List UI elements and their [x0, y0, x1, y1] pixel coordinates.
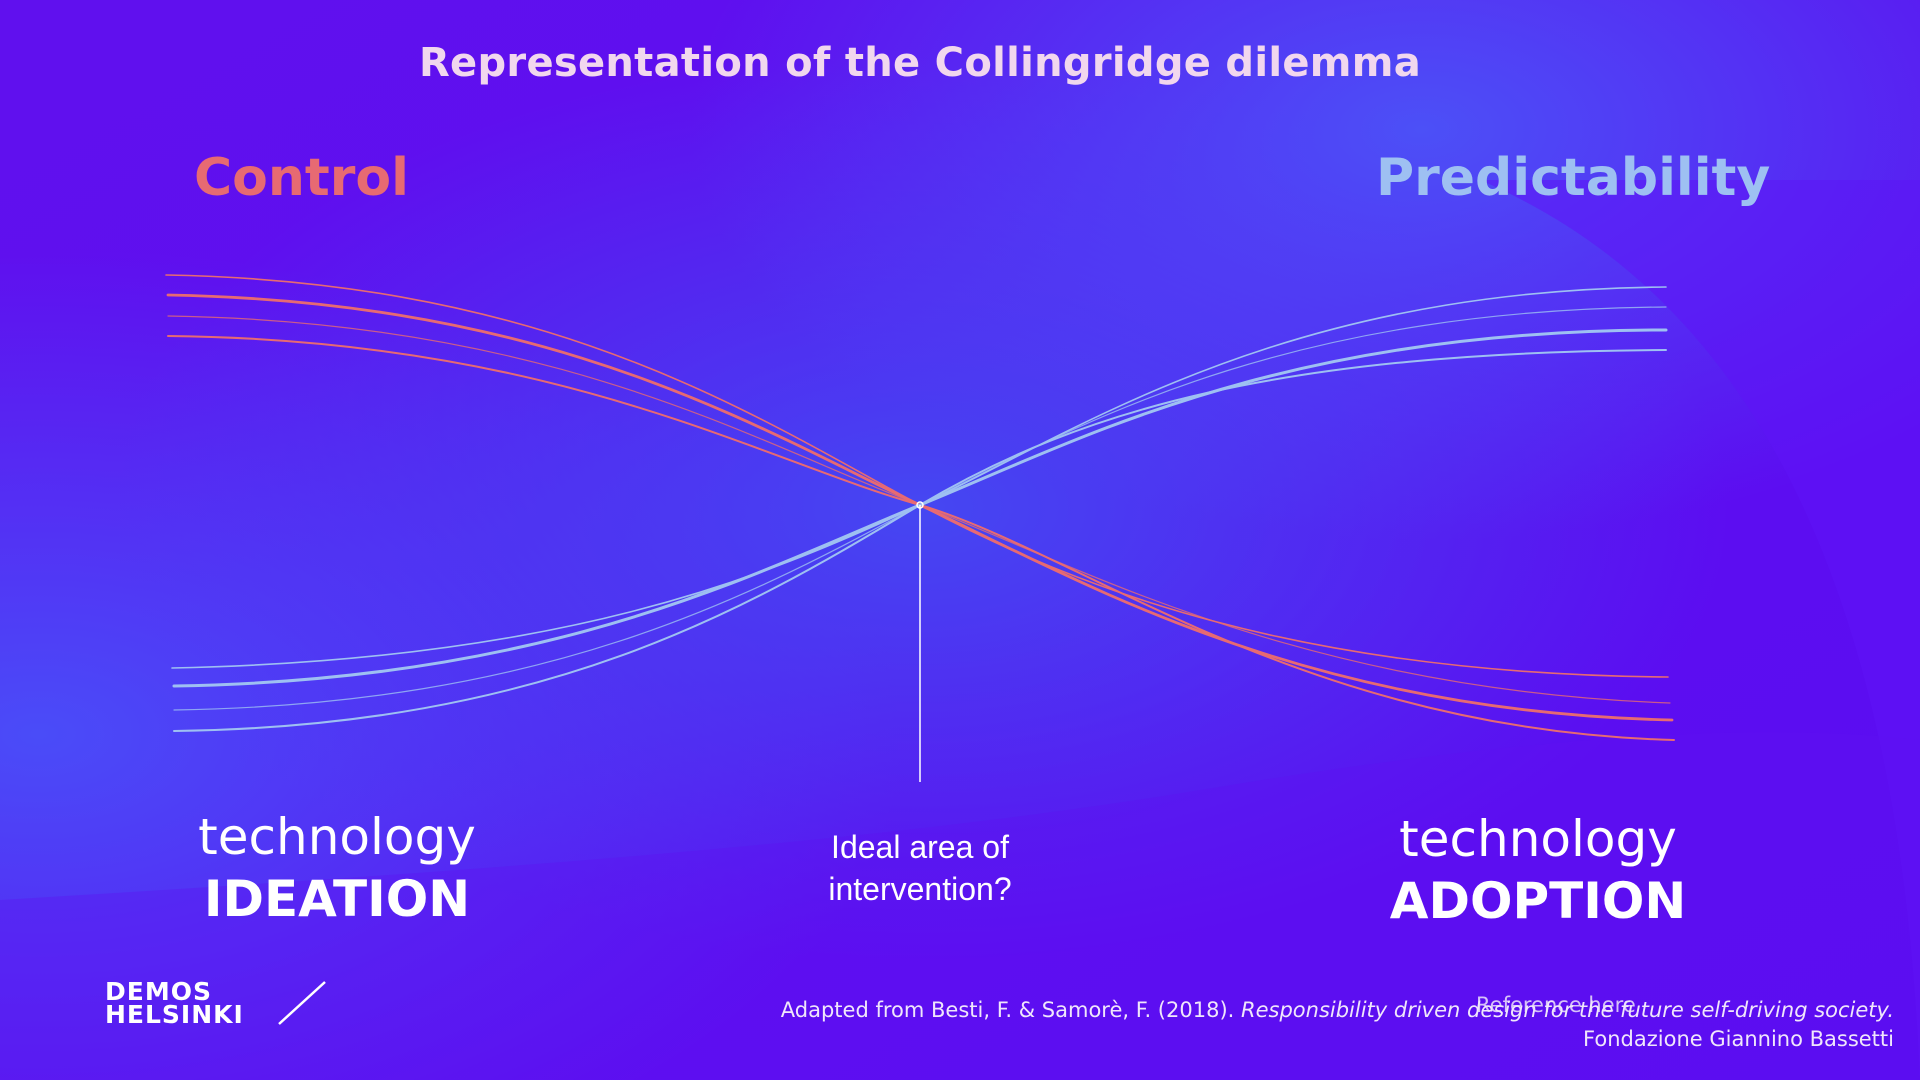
citation-line1: Adapted from Besti, F. & Samorè, F. (201…	[781, 996, 1894, 1025]
slide-title: Representation of the Collingridge dilem…	[418, 40, 1422, 86]
intersection-point	[916, 501, 924, 509]
stage-ideation-line1: technology	[198, 808, 476, 866]
logo-slash-icon	[278, 981, 326, 1025]
control-curve-1	[165, 274, 1669, 678]
demos-helsinki-logo: DEMOS HELSINKI	[105, 977, 335, 1030]
intervention-label-line1: Ideal area of	[831, 829, 1009, 865]
control-curve-3	[167, 315, 1671, 704]
citation-line2: Fondazione Giannino Bassetti	[1583, 1027, 1894, 1051]
intervention-label: Ideal area of intervention?	[770, 826, 1070, 910]
logo-line1: DEMOS	[105, 977, 212, 1006]
citation-title: Responsibility driven design for the fut…	[1241, 998, 1894, 1022]
control-label: Control	[194, 148, 409, 208]
stage-ideation-line2: IDEATION	[203, 870, 471, 928]
stage-adoption: technology ADOPTION	[1328, 808, 1748, 932]
predictability-label: Predictability	[1376, 148, 1771, 208]
stage-adoption-line1: technology	[1399, 810, 1677, 868]
stage-ideation: technology IDEATION	[127, 806, 547, 930]
reference-placeholder: Reference here	[1476, 993, 1636, 1017]
stage-adoption-line2: ADOPTION	[1389, 872, 1687, 930]
intervention-label-line2: intervention?	[828, 871, 1012, 907]
citation-prefix: Adapted from Besti, F. & Samorè, F. (201…	[780, 998, 1241, 1022]
logo-line2: HELSINKI	[105, 1000, 244, 1029]
control-curve-4	[167, 335, 1675, 741]
citation: Adapted from Besti, F. & Samorè, F. (201…	[781, 996, 1894, 1054]
